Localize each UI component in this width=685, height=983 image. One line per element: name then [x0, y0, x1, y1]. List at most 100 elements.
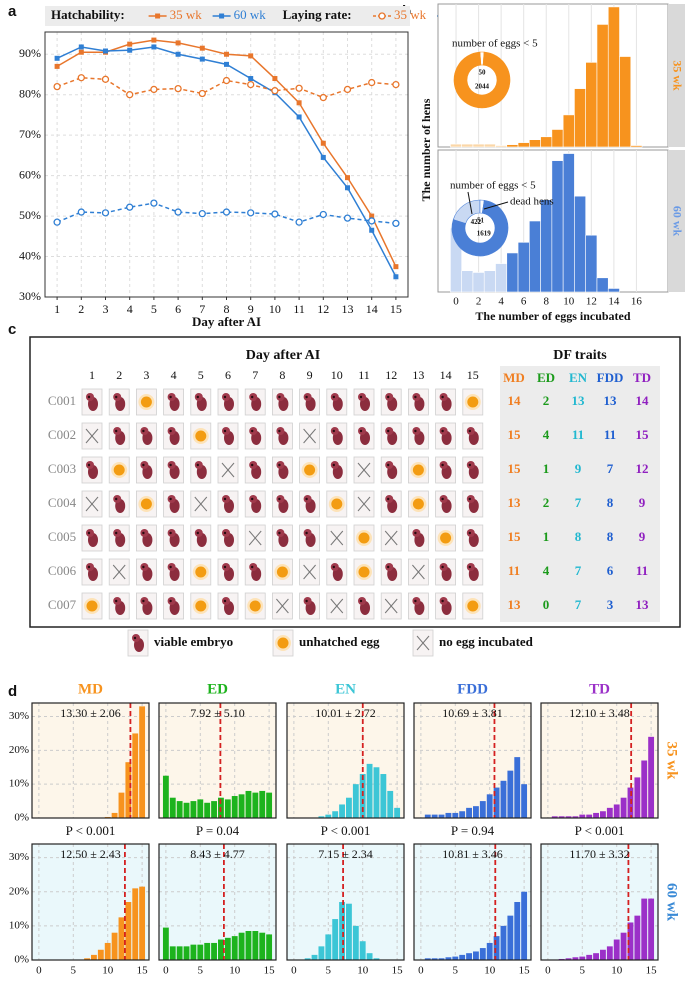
- cell-icon: [407, 524, 429, 552]
- embryo-eye: [169, 497, 172, 501]
- point: [369, 227, 375, 233]
- cell-icon: [380, 592, 402, 620]
- bar: [507, 770, 514, 818]
- bar: [473, 806, 479, 818]
- bar: [118, 917, 125, 960]
- bar: [593, 812, 599, 818]
- cell-icon: [272, 629, 294, 657]
- bar: [613, 804, 620, 818]
- bar: [461, 143, 474, 148]
- bar: [224, 937, 231, 960]
- trait-title: FDD: [457, 681, 488, 697]
- bar: [620, 932, 627, 960]
- point: [392, 80, 400, 89]
- egg-yolk: [277, 637, 289, 649]
- cell-icon: [271, 592, 293, 620]
- point: [271, 210, 279, 218]
- bar: [627, 922, 634, 960]
- panel-label: a: [8, 3, 17, 20]
- cell-icon: [380, 524, 402, 552]
- trait-value: 2: [543, 393, 550, 408]
- cell-icon: [380, 558, 402, 586]
- x-tick-label: 13: [342, 302, 354, 316]
- bar: [620, 797, 627, 818]
- bar: [486, 942, 493, 960]
- egg-yolk: [276, 566, 288, 578]
- embryo-eye: [414, 429, 417, 433]
- day-label: 2: [116, 368, 122, 382]
- cross: [357, 496, 371, 512]
- cell-icon: [217, 592, 239, 620]
- x-tick-label: 5: [453, 965, 459, 977]
- donut-label: 50: [479, 69, 487, 77]
- cell-icon: [108, 422, 130, 450]
- embryo-eye: [87, 531, 91, 535]
- trait-value: 9: [639, 495, 646, 510]
- point: [78, 49, 84, 55]
- cell-icon: [435, 558, 457, 586]
- cross: [384, 530, 398, 546]
- point: [271, 87, 279, 95]
- bar: [438, 958, 445, 960]
- cell-icon: [163, 388, 185, 416]
- day-label: 14: [440, 368, 452, 382]
- bar: [596, 277, 609, 293]
- bar: [266, 934, 273, 960]
- cell-icon: [244, 524, 266, 552]
- cell-icon: [81, 422, 103, 450]
- bar: [125, 902, 132, 960]
- x-axis-title: Day after AI: [192, 314, 261, 329]
- cell-icon: [135, 422, 157, 450]
- y-tick-label: 30%: [9, 710, 29, 722]
- bar: [562, 153, 575, 293]
- trait-value: 4: [543, 563, 550, 578]
- plot-background: [541, 703, 658, 818]
- bar: [452, 956, 459, 960]
- bar: [139, 886, 146, 960]
- bar: [224, 799, 231, 818]
- mean-label: 10.01 ± 2.72: [315, 706, 376, 720]
- cell-icon: [108, 524, 130, 552]
- cell-icon: [462, 558, 484, 586]
- cell-icon: [190, 422, 212, 450]
- day-label: 10: [331, 368, 343, 382]
- x-tick-label: 6: [175, 302, 181, 316]
- cross: [276, 598, 289, 614]
- x-tick-label: 4: [498, 296, 504, 308]
- y-tick-label: 20%: [9, 744, 29, 756]
- bar: [318, 816, 325, 818]
- embryo-eye: [387, 429, 390, 433]
- point: [272, 76, 278, 82]
- x-tick-label: 10: [357, 965, 369, 977]
- point: [295, 218, 303, 226]
- cell-icon: [135, 524, 157, 552]
- bar: [586, 814, 593, 818]
- cell-icon: [435, 592, 457, 620]
- point: [343, 85, 352, 94]
- embryo-eye: [359, 395, 363, 399]
- y-tick-label: 10%: [9, 919, 29, 931]
- trait-title: ED: [207, 681, 228, 697]
- plot-background: [159, 703, 276, 818]
- x-tick-label: 3: [103, 302, 109, 316]
- cell-icon: [407, 558, 429, 586]
- cell-icon: [163, 456, 185, 484]
- embryo-eye: [332, 565, 335, 569]
- point: [77, 208, 85, 216]
- y-tick-label: 50%: [19, 208, 41, 222]
- trait-header: MD: [503, 370, 525, 385]
- bar: [472, 143, 485, 148]
- cell-icon: [190, 490, 212, 518]
- embryo-eye: [468, 565, 471, 569]
- point: [224, 61, 229, 67]
- point: [320, 154, 326, 160]
- bar: [585, 62, 598, 148]
- bar: [169, 946, 176, 960]
- cell-icon: [108, 558, 130, 586]
- plot-background: [159, 844, 276, 960]
- x-tick-label: 0: [36, 965, 42, 977]
- bar: [619, 56, 632, 148]
- cell-icon: [81, 456, 103, 484]
- bar: [238, 932, 245, 960]
- embryo-eye: [441, 565, 444, 569]
